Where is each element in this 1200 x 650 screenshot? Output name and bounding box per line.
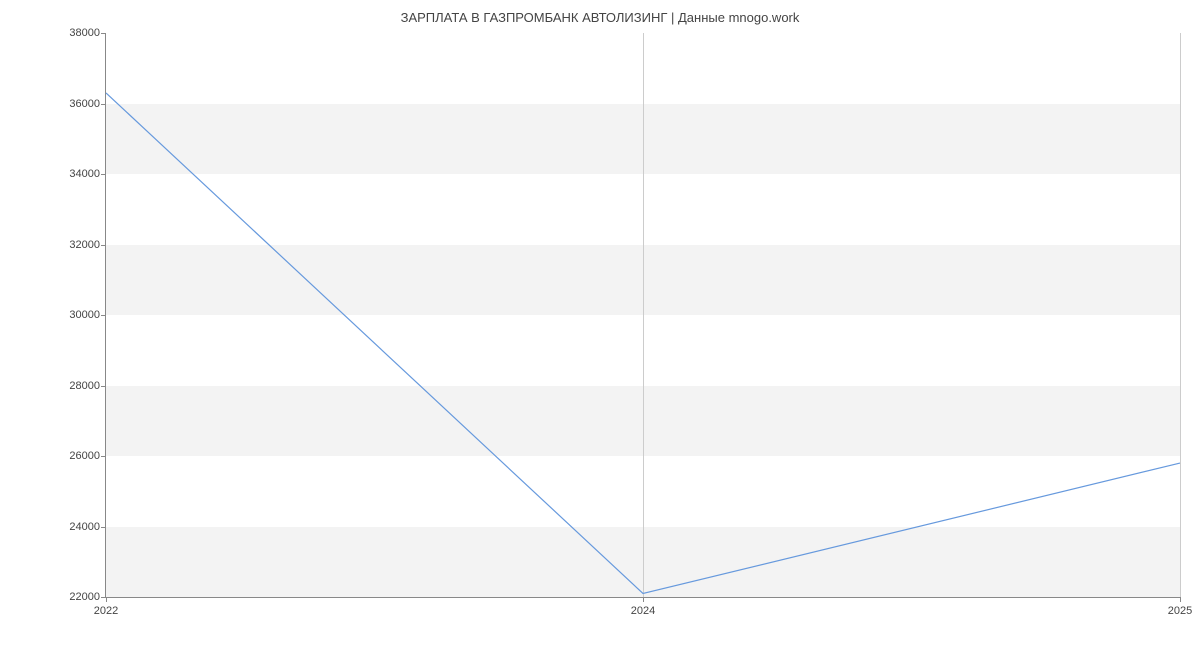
y-tick-label: 38000	[69, 27, 100, 39]
x-grid-line	[1180, 33, 1181, 597]
y-tick-label: 26000	[69, 450, 100, 462]
line-series	[106, 33, 1180, 597]
y-tick-mark	[101, 527, 106, 528]
x-tick-label: 2022	[94, 605, 118, 617]
y-tick-mark	[101, 315, 106, 316]
x-tick-label: 2024	[631, 605, 655, 617]
x-tick-mark	[1180, 597, 1181, 602]
y-tick-mark	[101, 386, 106, 387]
y-tick-mark	[101, 104, 106, 105]
chart-title: ЗАРПЛАТА В ГАЗПРОМБАНК АВТОЛИЗИНГ | Данн…	[0, 0, 1200, 25]
y-tick-mark	[101, 33, 106, 34]
x-tick-mark	[643, 597, 644, 602]
y-tick-mark	[101, 456, 106, 457]
plot-area: 2200024000260002800030000320003400036000…	[105, 33, 1180, 598]
chart-container: 2200024000260002800030000320003400036000…	[105, 33, 1180, 598]
y-tick-label: 32000	[69, 239, 100, 251]
y-tick-mark	[101, 245, 106, 246]
y-tick-label: 30000	[69, 309, 100, 321]
x-tick-mark	[106, 597, 107, 602]
y-tick-label: 36000	[69, 98, 100, 110]
y-tick-label: 22000	[69, 591, 100, 603]
y-tick-mark	[101, 174, 106, 175]
y-tick-label: 28000	[69, 380, 100, 392]
y-tick-label: 34000	[69, 168, 100, 180]
x-tick-label: 2025	[1168, 605, 1192, 617]
y-tick-label: 24000	[69, 521, 100, 533]
